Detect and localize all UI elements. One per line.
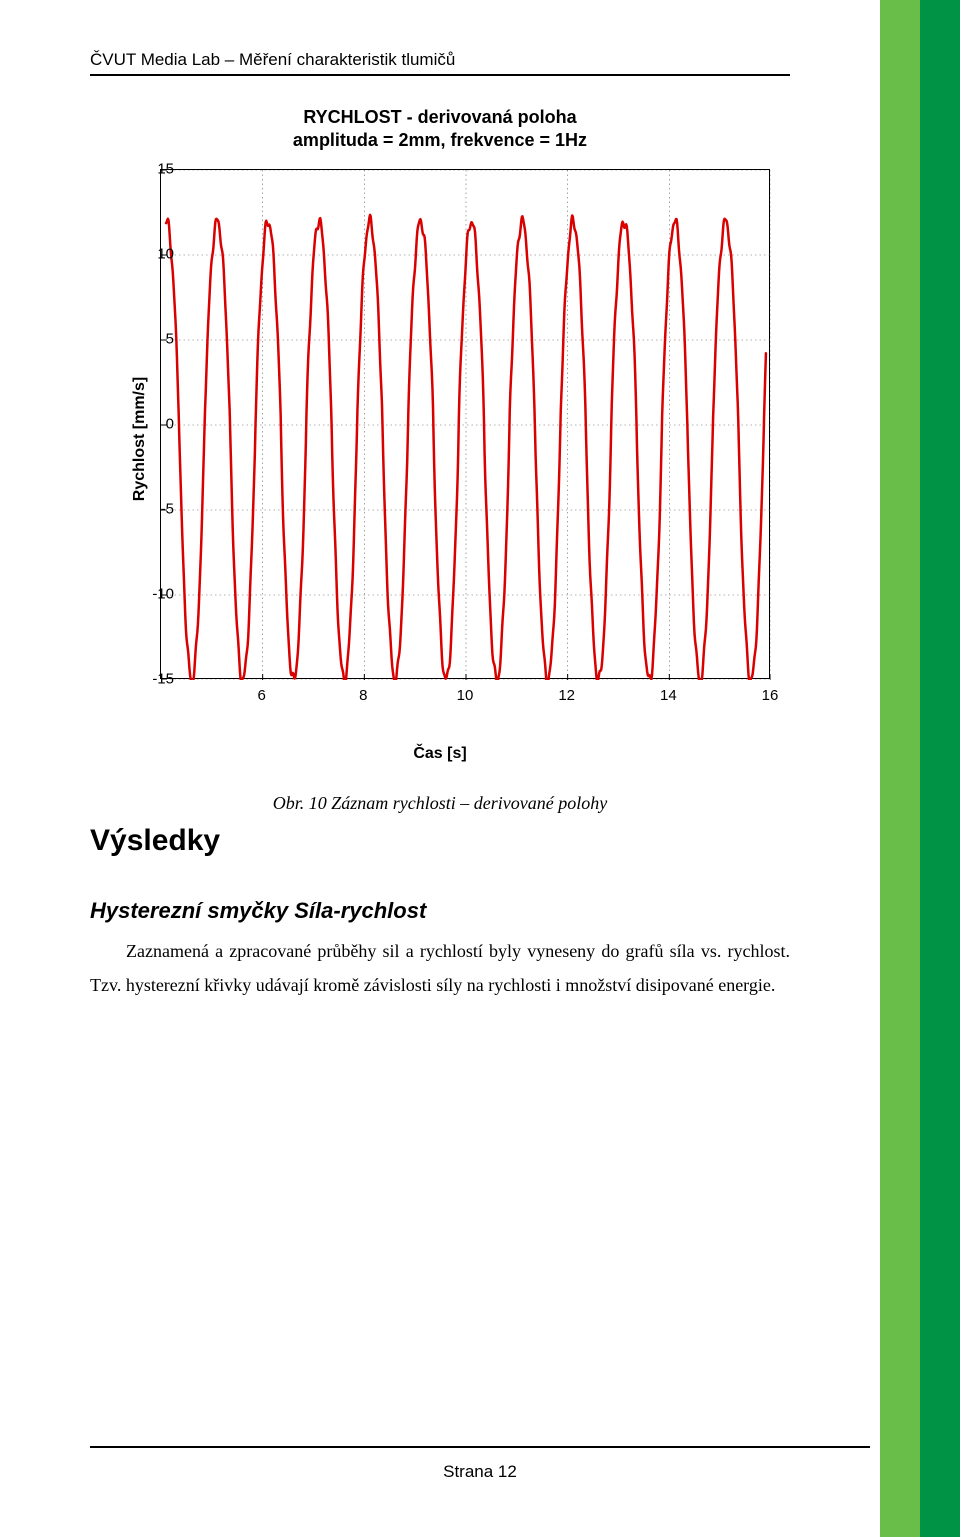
- body-paragraph: Zaznamená a zpracované průběhy sil a ryc…: [90, 934, 790, 1002]
- chart-plot-box: [160, 169, 770, 679]
- chart-ytick: 10: [134, 246, 174, 263]
- chart-xtick: 14: [648, 687, 688, 704]
- chart-area: Rychlost [mm/s] -15 -10 -5 0 5 10 15 6 8 10 12 14 16: [90, 159, 790, 719]
- chart-svg: [161, 170, 771, 680]
- chart-title-line2: amplituda = 2mm, frekvence = 1Hz: [90, 129, 790, 152]
- page-header: ČVUT Media Lab – Měření charakteristik t…: [90, 50, 790, 76]
- page-content: ČVUT Media Lab – Měření charakteristik t…: [0, 0, 880, 1537]
- chart-xtick: 10: [445, 687, 485, 704]
- chart-xtick: 16: [750, 687, 790, 704]
- section-heading: Výsledky: [90, 824, 790, 858]
- side-accent-light: [880, 0, 920, 1537]
- chart-ytick: 0: [134, 416, 174, 433]
- chart-ytick: -5: [134, 501, 174, 518]
- chart-xtick: 6: [242, 687, 282, 704]
- page-footer: Strana 12: [90, 1446, 870, 1482]
- chart-ylabel: Rychlost [mm/s]: [131, 377, 149, 501]
- side-accent: [880, 0, 960, 1537]
- figure-caption: Obr. 10 Záznam rychlosti – derivované po…: [90, 793, 790, 814]
- chart-xlabel: Čas [s]: [90, 745, 790, 763]
- chart-title-line1: RYCHLOST - derivovaná poloha: [90, 106, 790, 129]
- side-accent-dark: [920, 0, 960, 1537]
- chart-xtick: 12: [547, 687, 587, 704]
- chart-ytick: -15: [134, 671, 174, 688]
- chart-ytick: -10: [134, 586, 174, 603]
- velocity-chart: RYCHLOST - derivovaná poloha amplituda =…: [90, 106, 790, 763]
- chart-title: RYCHLOST - derivovaná poloha amplituda =…: [90, 106, 790, 151]
- chart-xtick: 8: [343, 687, 383, 704]
- subsection-heading: Hysterezní smyčky Síla-rychlost: [90, 898, 790, 924]
- chart-ytick: 5: [134, 331, 174, 348]
- chart-ytick: 15: [134, 161, 174, 178]
